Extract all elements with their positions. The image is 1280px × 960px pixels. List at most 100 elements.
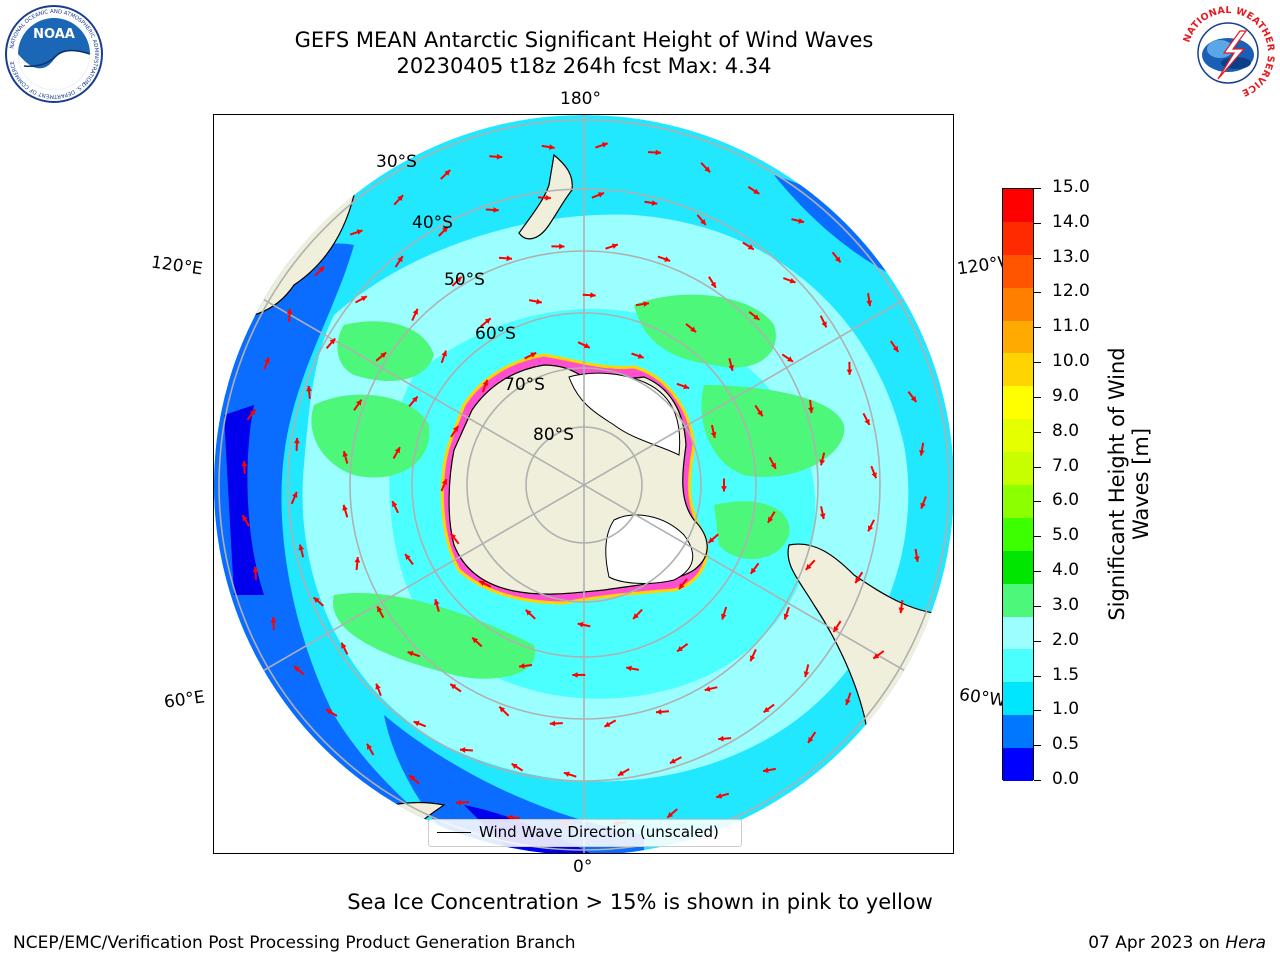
colorbar-tick	[1034, 257, 1041, 259]
wind-arrow-head	[871, 472, 877, 479]
wind-arrow-head	[920, 502, 926, 509]
wind-arrow-head	[677, 646, 683, 652]
wind-arrow-head	[407, 651, 414, 657]
wind-arrow-head	[441, 350, 447, 357]
wind-direction-arrows	[241, 142, 927, 829]
lat-label: 70°S	[504, 375, 545, 395]
wind-arrow-head	[507, 814, 513, 821]
wind-arrow-head	[354, 557, 361, 563]
wind-arrow-head	[770, 462, 776, 469]
wind-arrow-head	[360, 296, 367, 302]
wind-arrow-head	[270, 617, 277, 623]
colorbar-tick-label: 11.0	[1052, 316, 1090, 337]
wind-arrow-head	[455, 276, 462, 283]
wind-arrow-head	[767, 516, 774, 523]
lon-label-120e: 120°E	[149, 252, 204, 280]
wind-arrow-head	[380, 352, 387, 358]
colorbar-tick-label: 5.0	[1052, 525, 1080, 546]
wind-arrow-head	[590, 292, 596, 298]
colorbar-tick	[1034, 396, 1041, 398]
chart-title: GEFS MEAN Antarctic Significant Height o…	[294, 28, 874, 52]
high-wave-zone	[634, 294, 776, 368]
wind-arrow-head	[405, 554, 411, 560]
wind-arrow-head	[783, 613, 790, 620]
wind-arrow-head	[763, 767, 769, 774]
colorbar-tick	[1034, 780, 1041, 781]
colorbar-segment	[1003, 748, 1033, 782]
wind-arrow-head	[721, 613, 727, 620]
wind-arrow-head	[873, 653, 880, 659]
colorbar-tick-label: 1.0	[1052, 699, 1080, 720]
wind-arrow-head	[845, 699, 851, 705]
wind-arrow-head	[397, 195, 404, 202]
colorbar-segment	[1003, 550, 1033, 585]
wind-arrow-head	[898, 607, 905, 614]
wind-arrow-head	[342, 451, 348, 457]
wind-arrow-head	[264, 357, 270, 364]
calm-zone	[224, 405, 264, 595]
colorbar-tick	[1034, 605, 1041, 607]
wind-arrow-head	[656, 709, 662, 715]
colorbar-segment	[1003, 616, 1033, 650]
wind-arrow-head	[479, 580, 486, 586]
high-wave-zone	[714, 501, 790, 559]
colorbar-tick-label: 2.0	[1052, 629, 1080, 650]
wind-arrow-head	[444, 170, 451, 176]
wind-arrow-head	[294, 666, 300, 672]
wind-arrow-head	[753, 314, 760, 320]
wind-arrow-head	[846, 369, 853, 375]
wind-arrow-head	[643, 301, 649, 307]
wind-arrow-head	[868, 525, 874, 532]
wind-arrow-head	[342, 504, 348, 511]
wind-arrow-head	[249, 409, 256, 416]
lat-label: 40°S	[412, 213, 453, 233]
wind-arrow-head	[728, 365, 734, 371]
wind-arrow-head	[808, 407, 814, 413]
noaa-logo: NOAA NATIONAL OCEANIC AND ATMOSPHERIC AD…	[5, 5, 103, 103]
ice-shelf	[605, 514, 694, 584]
colorbar-segment	[1003, 353, 1033, 387]
wind-arrow-head	[549, 720, 556, 727]
wind-arrow-head	[375, 683, 381, 690]
colorbar-segment	[1003, 517, 1033, 552]
colorbar-segment	[1003, 583, 1033, 618]
colorbar-tick-label: 8.0	[1052, 420, 1080, 441]
colorbar-tick-label: 13.0	[1052, 246, 1090, 267]
map-canvas	[214, 115, 953, 853]
colorbar-tick-label: 6.0	[1052, 490, 1080, 511]
wind-arrow-head	[601, 142, 608, 148]
wind-arrow-head	[441, 479, 448, 485]
wind-arrow-head	[394, 447, 400, 454]
wind-arrow-head	[536, 298, 542, 305]
wind-arrow-head	[750, 655, 756, 662]
colorbar-tick	[1034, 327, 1041, 329]
wind-arrow-head	[313, 597, 320, 603]
wind-arrow-head	[710, 281, 716, 288]
wind-arrow-head	[484, 318, 491, 324]
colorbar-segment	[1003, 386, 1033, 420]
wind-arrow-head	[633, 613, 639, 619]
wind-arrow-head	[459, 747, 466, 753]
credit-text: NCEP/EMC/Verification Post Processing Pr…	[13, 933, 576, 953]
colorbar-tick-label: 0.0	[1052, 769, 1080, 789]
wind-arrow-head	[452, 426, 459, 432]
wind-arrow-head	[716, 793, 723, 799]
wind-arrow-head	[721, 486, 727, 492]
wind-arrow-head	[763, 706, 770, 713]
wind-arrow-head	[803, 671, 810, 677]
wind-arrow-head	[583, 342, 590, 349]
wind-arrow-head	[750, 567, 757, 574]
wind-arrow-head	[294, 437, 300, 444]
wind-arrow-head	[855, 577, 861, 584]
colorbar-segment	[1003, 320, 1033, 354]
colorbar-segment	[1003, 485, 1033, 519]
wind-arrow-head	[519, 663, 525, 669]
wind-arrow-head	[455, 799, 462, 806]
graticule	[214, 115, 953, 853]
lat-label: 30°S	[376, 152, 417, 172]
lat-label: 80°S	[533, 425, 574, 445]
colorbar-tick-label: 4.0	[1052, 560, 1080, 581]
wind-arrow-head	[704, 166, 711, 173]
colorbar-tick	[1034, 640, 1041, 642]
wind-arrow-head	[690, 326, 697, 333]
